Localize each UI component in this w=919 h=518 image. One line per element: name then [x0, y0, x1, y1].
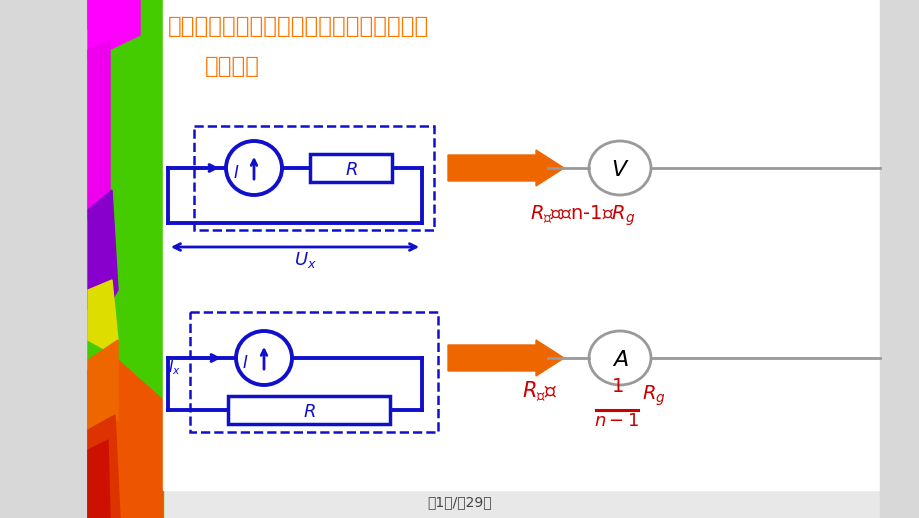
Bar: [88, 0, 163, 518]
Text: $U_x$: $U_x$: [293, 250, 316, 270]
Bar: [879, 0, 919, 518]
Ellipse shape: [236, 331, 291, 385]
Polygon shape: [88, 40, 110, 210]
Polygon shape: [88, 190, 118, 320]
Polygon shape: [88, 290, 163, 420]
Text: $n-1$: $n-1$: [594, 412, 639, 430]
FancyArrow shape: [448, 150, 563, 186]
Text: $I$: $I$: [233, 164, 239, 182]
Text: 的电流表: 的电流表: [205, 55, 260, 78]
Text: $1$: $1$: [610, 377, 623, 396]
Ellipse shape: [588, 141, 651, 195]
Ellipse shape: [226, 141, 282, 195]
Polygon shape: [88, 0, 140, 60]
Text: 第1页/全29页: 第1页/全29页: [427, 495, 492, 509]
Polygon shape: [88, 340, 118, 430]
Ellipse shape: [588, 331, 651, 385]
Bar: [0, 0, 88, 518]
FancyArrow shape: [448, 340, 563, 376]
Text: $R_{串}$＝（n-1）$R_g$: $R_{串}$＝（n-1）$R_g$: [529, 204, 635, 228]
Bar: [228, 396, 390, 424]
Bar: [163, 0, 919, 490]
Polygon shape: [88, 280, 118, 350]
Text: $I$: $I$: [242, 354, 248, 372]
Polygon shape: [88, 0, 105, 30]
Text: 一、回顾：将电流表改装成电压表和大量程: 一、回顾：将电流表改装成电压表和大量程: [168, 15, 429, 38]
Text: $R$: $R$: [302, 403, 315, 421]
Polygon shape: [88, 440, 110, 518]
Text: $R_{并}$＝: $R_{并}$＝: [521, 380, 557, 405]
Text: $V$: $V$: [610, 160, 629, 180]
Polygon shape: [88, 415, 119, 518]
Bar: [310, 154, 391, 182]
Text: $R_g$: $R_g$: [641, 384, 665, 408]
Polygon shape: [88, 360, 163, 518]
Text: $I_x$: $I_x$: [168, 358, 181, 377]
Text: $R$: $R$: [345, 161, 357, 179]
Text: $A$: $A$: [611, 350, 628, 370]
Polygon shape: [88, 40, 163, 220]
